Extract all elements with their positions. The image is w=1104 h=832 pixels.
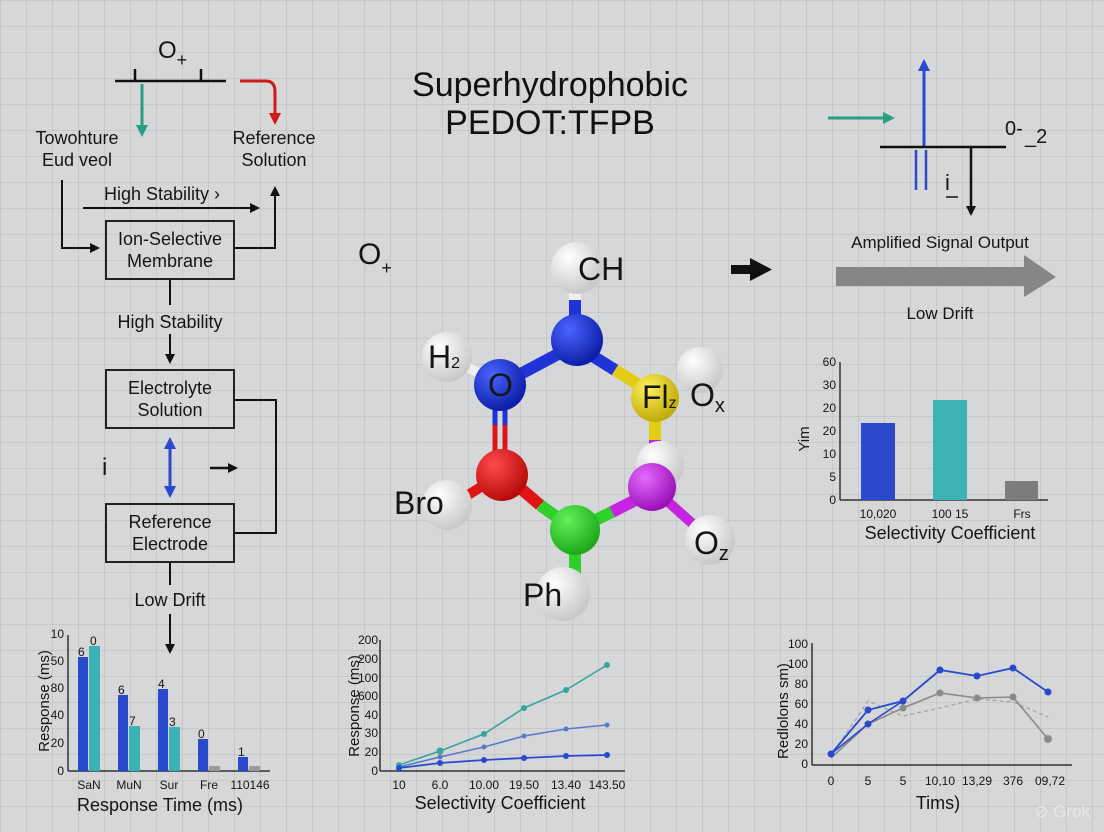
atom-label-ox: Ox (690, 377, 725, 417)
top-symbol-o: O+ (158, 37, 188, 71)
atom-label-h2: H2 (428, 339, 461, 375)
title-line-1: Superhydrophobic (412, 66, 688, 104)
chart-selectivity-bars (839, 362, 1048, 501)
watermark: ⊘ Grok (1034, 802, 1090, 821)
grok-logo-icon: ⊘ (1034, 802, 1049, 821)
amplified-signal-label: Amplified Signal Output (851, 233, 1029, 252)
process-arrow-icon (731, 258, 772, 281)
page-title: Superhydrophobic PEDOT:TFPB (360, 66, 740, 142)
low-drift-signal-label: Low Drift (906, 304, 974, 323)
left-source-label: Towohture Eud veol (35, 128, 119, 170)
signal-label-o: 0- (1005, 118, 1023, 140)
electrolyte-solution-box: Electrolyte Solution (105, 369, 235, 429)
high-stability-label: High Stability (117, 312, 223, 332)
atom-label-bro: Bro (394, 485, 444, 521)
current-label: i (102, 454, 108, 481)
high-stability-arrow-label: High Stability › (104, 184, 221, 204)
left-flow-connectors (61, 69, 281, 654)
chart-selectivity-lines (379, 640, 625, 772)
atom-label-oz: Oz (694, 525, 729, 565)
chart-response-time-bars (67, 635, 270, 772)
molecule-model (422, 242, 735, 621)
ion-selective-membrane-box: Ion-Selective Membrane (105, 220, 235, 280)
atom-label-ph: Ph (523, 577, 563, 613)
chart-time-lines (811, 643, 1072, 766)
atom-label-fl: Flz (642, 379, 677, 415)
signal-label-2: _2 (1025, 126, 1048, 148)
right-signal-diagram (828, 59, 1056, 297)
low-drift-label: Low Drift (134, 590, 206, 610)
reference-solution-label: Reference Solution (232, 128, 316, 170)
molecule-side-symbol: O+ (358, 238, 392, 278)
atom-label-ch: CH (578, 251, 625, 287)
signal-current-label: i (945, 170, 950, 195)
title-line-2: PEDOT:TFPB (445, 104, 655, 142)
reference-electrode-box: Reference Electrode (105, 503, 235, 563)
atom-label-o: O (488, 367, 513, 403)
